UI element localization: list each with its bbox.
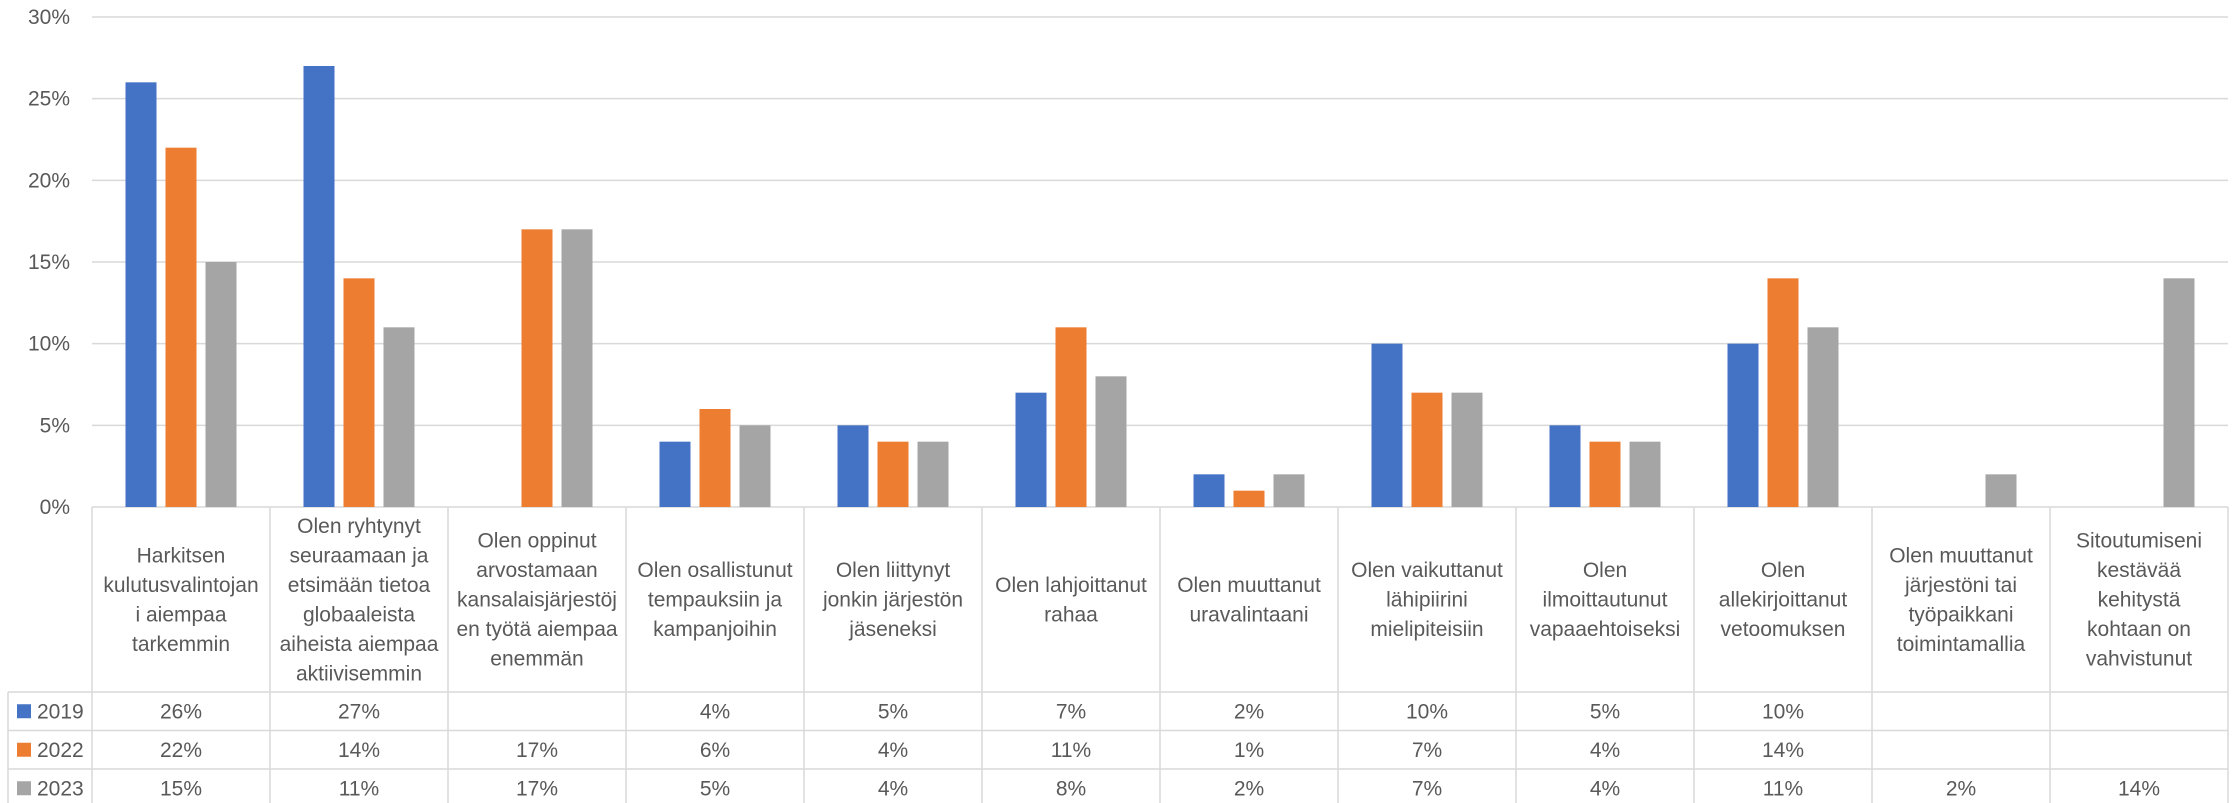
bar	[1767, 278, 1799, 507]
y-tick-label: 25%	[28, 88, 70, 111]
category-label: Olen allekirjoittanut vetoomuksen	[1719, 559, 1848, 641]
bar	[837, 425, 869, 507]
bar	[1055, 327, 1087, 507]
data-table-value: 14%	[2118, 777, 2160, 800]
y-tick-label: 15%	[28, 251, 70, 274]
category-label: Olen lahjoittanut rahaa	[995, 574, 1147, 627]
data-table: Harkitsen kulutusvalintojan i aiempaa tarke…	[7, 507, 2229, 803]
bar	[521, 229, 553, 508]
bar	[303, 66, 335, 507]
category-label: Olen ilmoittautunut vapaaehtoiseksi	[1530, 559, 1681, 641]
bar	[1807, 327, 1839, 507]
category-label: Olen osallistunut tempauksiin ja kampanjoi…	[637, 559, 792, 641]
data-table-value: 5%	[878, 700, 908, 723]
data-table-value: 17%	[516, 739, 558, 762]
bar	[1095, 376, 1127, 507]
bar	[125, 82, 157, 507]
y-tick-label: 0%	[40, 496, 70, 519]
bar	[877, 441, 909, 507]
category-label: Olen oppinut arvostamaan kansalaisjärjestö…	[456, 530, 617, 671]
data-table-value: 7%	[1412, 739, 1442, 762]
data-table-value: 26%	[160, 700, 202, 723]
data-table-value: 2%	[1234, 777, 1264, 800]
data-table-value: 5%	[1590, 700, 1620, 723]
data-table-value: 2%	[1946, 777, 1976, 800]
category-label: Sitoutumiseni kestävää kehitystä kohtaan on…	[2076, 530, 2202, 671]
data-table-value: 22%	[160, 739, 202, 762]
bars	[125, 66, 2195, 508]
category-label: Olen ryhtynyt seuraamaan ja etsimään tieto…	[280, 515, 439, 686]
data-table-value: 4%	[1590, 777, 1620, 800]
data-table-value: 11%	[1763, 777, 1803, 800]
data-table-value: 27%	[338, 700, 380, 723]
data-table-value: 17%	[516, 777, 558, 800]
legend-key-2022	[17, 742, 31, 757]
data-table-value: 11%	[339, 777, 379, 800]
y-tick-label: 30%	[28, 6, 70, 29]
bar	[1549, 425, 1581, 507]
data-table-value: 4%	[878, 739, 908, 762]
data-table-value: 4%	[1590, 739, 1620, 762]
y-tick-label: 5%	[40, 414, 70, 437]
category-label: Olen liittynyt jonkin järjestön jäseneksi	[822, 559, 963, 641]
bar	[165, 147, 197, 507]
legend-label-2019: 2019	[37, 700, 84, 723]
bar	[1727, 343, 1759, 507]
bar	[343, 278, 375, 507]
data-table-value: 1%	[1234, 739, 1264, 762]
legend-label-2022: 2022	[37, 739, 84, 762]
bar	[1629, 441, 1661, 507]
y-tick-label: 10%	[28, 333, 70, 356]
data-table-value: 14%	[1762, 739, 1804, 762]
bar	[1371, 343, 1403, 507]
category-label: Olen muuttanut uravalintaani	[1177, 574, 1321, 627]
bar	[383, 327, 415, 507]
bar	[205, 262, 237, 507]
bar	[1451, 392, 1483, 507]
data-table-value: 4%	[878, 777, 908, 800]
category-label: Harkitsen kulutusvalintojan i aiempaa tarke…	[103, 544, 258, 656]
data-table-value: 15%	[160, 777, 202, 800]
bar	[1193, 474, 1225, 507]
bar	[659, 441, 691, 507]
bar	[739, 425, 771, 507]
bar	[561, 229, 593, 508]
data-table-value: 6%	[700, 739, 730, 762]
category-label: Olen muuttanut järjestöni tai työpaikkani t…	[1889, 544, 2033, 656]
legend-key-2019	[17, 704, 31, 719]
y-tick-label: 20%	[28, 169, 70, 192]
data-table-value: 10%	[1406, 700, 1448, 723]
data-table-value: 4%	[700, 700, 730, 723]
data-table-value: 14%	[338, 739, 380, 762]
bar	[2163, 278, 2195, 507]
data-table-value: 8%	[1056, 777, 1086, 800]
bar	[699, 409, 731, 507]
bar	[1273, 474, 1305, 507]
bar	[1411, 392, 1443, 507]
legend-key-2023	[17, 781, 31, 796]
category-label: Olen vaikuttanut lähipiirini mielipiteisii…	[1351, 559, 1503, 641]
bar	[1015, 392, 1047, 507]
data-table-value: 11%	[1051, 739, 1091, 762]
bar	[1985, 474, 2017, 507]
gridlines	[92, 16, 2228, 508]
bar	[917, 441, 949, 507]
data-table-value: 7%	[1056, 700, 1086, 723]
data-table-value: 7%	[1412, 777, 1442, 800]
bar	[1589, 441, 1621, 507]
data-table-value: 2%	[1234, 700, 1264, 723]
y-axis-tick-labels: 0% 5% 10% 15% 20% 25% 30%	[28, 6, 70, 519]
data-table-value: 5%	[700, 777, 730, 800]
bar	[1233, 490, 1265, 507]
data-table-value: 10%	[1762, 700, 1804, 723]
legend-label-2023: 2023	[37, 777, 84, 800]
